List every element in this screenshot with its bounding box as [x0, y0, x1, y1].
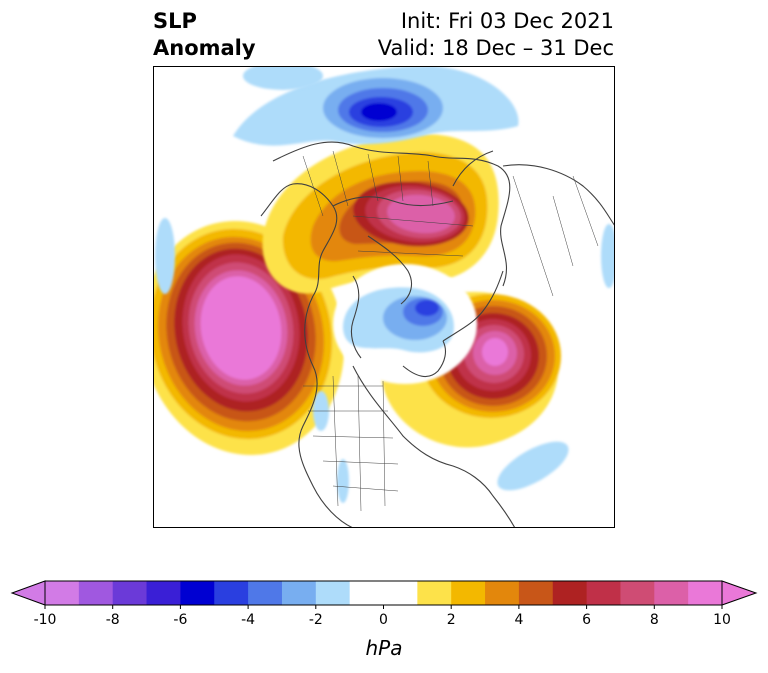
colorbar-segment: [620, 581, 655, 605]
colorbar-segment: [315, 581, 351, 605]
colorbar-segment: [688, 581, 723, 605]
colorbar-segment: [281, 581, 317, 605]
negative-anomaly-patches: [155, 66, 615, 503]
colorbar-segment: [146, 581, 181, 605]
title-right: Init: Fri 03 Dec 2021 Valid: 18 Dec – 31…: [378, 8, 614, 62]
colorbar-tick-label: -10: [34, 612, 57, 628]
colorbar-segment: [654, 581, 689, 605]
colorbar-segment: [349, 581, 384, 605]
colorbar-segment: [45, 581, 80, 605]
colorbar-segment: [451, 581, 486, 605]
colorbar-segment: [112, 581, 148, 605]
coastlines: [260, 141, 615, 528]
colorbar-segment: [417, 581, 452, 605]
negative-anomaly-arctic: [343, 287, 454, 353]
colorbar-tick-label: 6: [582, 612, 591, 628]
colorbar-extend-min: [10, 580, 46, 606]
colorbar-segment: [383, 581, 418, 605]
title-variable: SLP: [153, 9, 197, 33]
colorbar-units: hPa: [365, 636, 403, 660]
colorbar-tick-label: 10: [713, 612, 731, 628]
positive-anomaly-eurasia: [262, 134, 499, 294]
colorbar-segment: [586, 581, 621, 605]
colorbar-extend-max: [721, 580, 758, 606]
colorbar-segment: [552, 581, 588, 605]
colorbar-segment: [180, 581, 215, 605]
colorbar-tick-label: -2: [309, 612, 323, 628]
colorbar-segment: [214, 581, 249, 605]
colorbar-segment: [518, 581, 554, 605]
colorbar-tick-label: 8: [650, 612, 659, 628]
colorbar-segment: [78, 581, 114, 605]
country-borders: [302, 150, 599, 512]
colorbar-tick-label: -8: [106, 612, 120, 628]
colorbar-tick-label: 0: [379, 612, 388, 628]
slp-anomaly-map: [153, 66, 615, 528]
colorbar-segment: [248, 581, 283, 605]
colorbar-tick-label: 2: [447, 612, 456, 628]
title-left: SLP Anomaly: [153, 8, 256, 62]
init-date: Init: Fri 03 Dec 2021: [400, 9, 614, 33]
colorbar-tick-label: -6: [173, 612, 187, 628]
valid-range: Valid: 18 Dec – 31 Dec: [377, 36, 614, 60]
title-type: Anomaly: [153, 36, 256, 60]
colorbar: -10 -8 -6 -4 -2 0 2 4 6 8 10: [10, 580, 758, 628]
colorbar-tick-label: 4: [514, 612, 523, 628]
colorbar-tick-label: -4: [241, 612, 255, 628]
negative-anomaly-siberia: [233, 66, 519, 146]
colorbar-segment: [485, 581, 520, 605]
